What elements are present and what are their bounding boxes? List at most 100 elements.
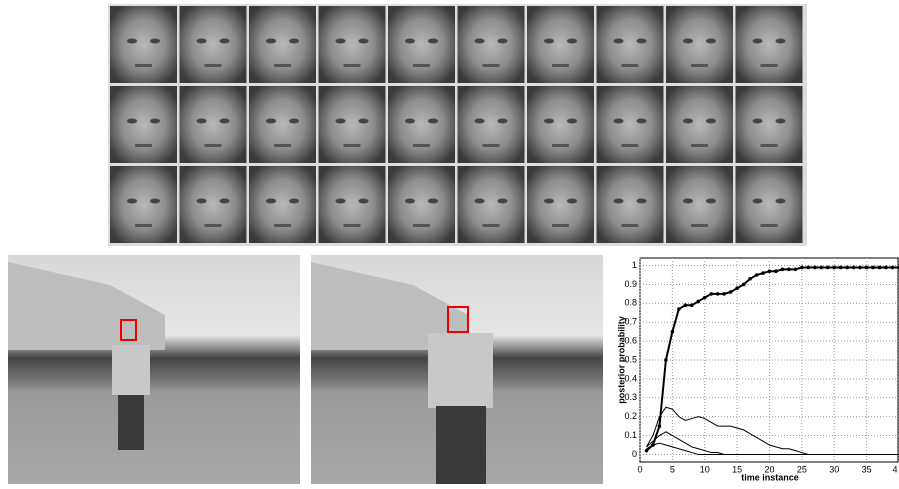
x-tick-label: 10	[700, 464, 710, 474]
series-marker	[658, 424, 662, 428]
face-eye	[544, 199, 554, 204]
face-eye	[567, 199, 577, 204]
series-marker	[826, 266, 830, 270]
face-thumbnail	[527, 6, 594, 83]
series-marker	[755, 273, 759, 277]
face-mouth	[622, 64, 639, 67]
face-eye	[289, 199, 299, 204]
face-eye	[637, 119, 647, 124]
y-tick-label: 0	[632, 449, 637, 459]
x-tick-label: 15	[732, 464, 742, 474]
series-marker	[690, 303, 694, 307]
face-thumbnail	[388, 166, 455, 243]
x-tick-label: 20	[764, 464, 774, 474]
face-eye	[706, 39, 716, 44]
face-mouth	[205, 64, 222, 67]
series-marker	[768, 269, 772, 273]
face-thumbnail	[597, 166, 664, 243]
face-thumbnail	[736, 6, 803, 83]
photo-left	[8, 255, 300, 484]
series-marker	[800, 266, 804, 270]
face-thumbnail	[736, 86, 803, 163]
person	[112, 345, 150, 395]
series-marker	[729, 290, 733, 294]
face-mouth	[344, 64, 361, 67]
y-tick-label: 0.9	[624, 279, 637, 289]
face-thumbnail	[388, 86, 455, 163]
x-tick-label: 4	[892, 464, 897, 474]
face-mouth	[552, 64, 569, 67]
series-marker	[845, 266, 849, 270]
series-marker	[716, 292, 720, 296]
face-eye	[683, 199, 693, 204]
face-mouth	[622, 144, 639, 147]
face-eye	[567, 39, 577, 44]
face-eye	[289, 119, 299, 124]
face-thumbnail	[249, 166, 316, 243]
series-marker	[748, 277, 752, 281]
face-mouth	[483, 64, 500, 67]
face-thumbnail	[110, 166, 177, 243]
face-eye	[614, 199, 624, 204]
face-eye	[475, 39, 485, 44]
face-thumbnail	[319, 166, 386, 243]
face-mouth	[552, 144, 569, 147]
face-grid	[108, 4, 807, 246]
face-eye	[220, 119, 230, 124]
series-marker	[794, 268, 798, 272]
face-thumbnail	[388, 6, 455, 83]
face-eye	[289, 39, 299, 44]
face-eye	[336, 119, 346, 124]
face-eye	[753, 119, 763, 124]
face-mouth	[274, 144, 291, 147]
face-mouth	[483, 144, 500, 147]
y-tick-label: 0.4	[624, 373, 637, 383]
face-thumbnail	[736, 166, 803, 243]
series-marker	[839, 266, 843, 270]
face-mouth	[622, 224, 639, 227]
face-mouth	[761, 144, 778, 147]
series-marker	[832, 266, 836, 270]
face-eye	[359, 199, 369, 204]
series-marker	[865, 266, 869, 270]
face-eye	[359, 39, 369, 44]
series-marker	[852, 266, 856, 270]
face-mouth	[205, 144, 222, 147]
face-eye	[614, 39, 624, 44]
face-thumbnail	[597, 6, 664, 83]
person	[436, 406, 486, 484]
face-eye	[637, 39, 647, 44]
series-marker	[774, 269, 778, 273]
y-tick-label: 0.5	[624, 354, 637, 364]
face-thumbnail	[597, 86, 664, 163]
face-mouth	[135, 224, 152, 227]
series-marker	[722, 292, 726, 296]
face-thumbnail	[458, 6, 525, 83]
series-marker	[871, 266, 875, 270]
series-marker	[703, 296, 707, 300]
face-eye	[614, 119, 624, 124]
face-eye	[336, 199, 346, 204]
face-eye	[475, 119, 485, 124]
photo-middle	[311, 255, 603, 484]
series-marker	[891, 266, 895, 270]
y-tick-label: 0.8	[624, 298, 637, 308]
face-thumbnail	[666, 86, 733, 163]
face-mouth	[413, 144, 430, 147]
face-mouth	[205, 224, 222, 227]
face-eye	[428, 119, 438, 124]
face-thumbnail	[666, 6, 733, 83]
face-eye	[683, 39, 693, 44]
face-mouth	[344, 224, 361, 227]
series-marker	[807, 266, 811, 270]
face-mouth	[761, 224, 778, 227]
series-marker	[684, 303, 688, 307]
face-eye	[753, 199, 763, 204]
face-thumbnail	[527, 86, 594, 163]
face-eye	[266, 39, 276, 44]
x-tick-label: 25	[797, 464, 807, 474]
face-eye	[498, 119, 508, 124]
x-tick-label: 0	[637, 464, 642, 474]
series-marker	[884, 266, 888, 270]
face-eye	[498, 39, 508, 44]
